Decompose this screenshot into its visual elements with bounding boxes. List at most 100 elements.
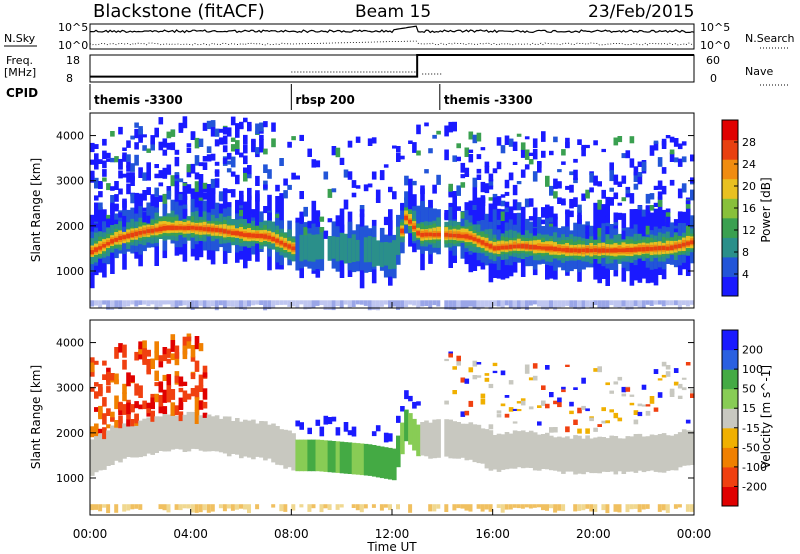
power-cell [311, 159, 317, 168]
velocity-cell [130, 404, 135, 409]
velocity-cell [202, 372, 208, 378]
power-cell [605, 248, 610, 253]
power-cell [528, 300, 533, 306]
power-cell [601, 148, 606, 153]
velocity-cell [653, 435, 659, 472]
power-cell [412, 225, 417, 230]
power-cell [553, 191, 558, 199]
power-cell [593, 175, 598, 185]
velocity-cell [102, 504, 107, 508]
power-cell [589, 187, 594, 193]
velocity-cell [218, 504, 223, 509]
power-cell [537, 300, 541, 307]
power-cell [222, 127, 228, 135]
power-cell [327, 236, 333, 261]
velocity-cell [420, 422, 425, 456]
power-cell [460, 182, 466, 188]
velocity-cell [118, 415, 123, 429]
velocity-cell [295, 420, 300, 427]
power-cell [609, 162, 614, 172]
power-cell [452, 300, 457, 310]
power-cell [379, 176, 385, 181]
power-cell [158, 117, 164, 125]
power-cell [239, 121, 244, 128]
power-cell [174, 300, 179, 309]
velocity-cell [214, 415, 220, 452]
power-cell [138, 197, 143, 202]
velocity-colorbar-label: Velocity [m s^-1] [759, 365, 773, 469]
power-cell [218, 137, 224, 145]
power-cell [432, 300, 437, 306]
velocity-cell [162, 406, 168, 414]
power-cell [190, 131, 196, 140]
power-cell [677, 188, 683, 199]
velocity-cell [512, 504, 517, 508]
power-cell [162, 226, 168, 231]
power-cell [235, 300, 239, 309]
velocity-cell [190, 504, 195, 513]
velocity-cell [681, 377, 687, 380]
velocity-cell [355, 443, 361, 475]
velocity-cell [436, 504, 441, 509]
power-cell [460, 234, 466, 238]
power-cell [561, 300, 566, 307]
power-cell [94, 153, 99, 163]
velocity-cell [190, 411, 196, 449]
velocity-cell [545, 432, 550, 470]
velocity-cell [170, 402, 176, 416]
power-cell [480, 197, 486, 203]
velocity-cell [194, 336, 200, 350]
velocity-cell [359, 504, 364, 513]
power-cell [230, 231, 236, 235]
power-cell [110, 157, 115, 163]
power-cell [468, 211, 474, 216]
power-cell [146, 148, 151, 153]
n-tick-high-right: 10^5 [700, 21, 730, 34]
velocity-cell [102, 374, 107, 380]
power-cell [561, 248, 566, 252]
power-cell [593, 226, 598, 234]
power-cell [243, 117, 248, 123]
velocity-cell [271, 423, 276, 463]
velocity-cell [661, 374, 667, 378]
velocity-cell [94, 391, 99, 399]
y-tick-label: 3000 [56, 382, 84, 395]
velocity-cell [90, 360, 95, 373]
velocity-cell [609, 390, 614, 394]
power-cell [198, 138, 204, 147]
velocity-cell [476, 424, 482, 464]
power-cell [138, 231, 143, 235]
velocity-cell [126, 402, 131, 415]
power-cell [255, 300, 260, 305]
velocity-cell [561, 389, 566, 393]
velocity-cell [94, 435, 99, 473]
power-cell [629, 300, 634, 310]
power-cell [226, 300, 231, 307]
velocity-cell [174, 405, 180, 416]
power-cell [581, 193, 586, 201]
power-cell [162, 149, 168, 156]
power-cell [94, 195, 99, 201]
velocity-cell [351, 426, 357, 437]
velocity-cell [142, 348, 147, 357]
power-cell [577, 204, 582, 213]
power-cell [307, 233, 312, 262]
power-cell [202, 162, 208, 170]
velocity-cell [255, 504, 260, 510]
velocity-cell [323, 440, 329, 472]
velocity-cell [448, 419, 453, 459]
power-cell [597, 209, 602, 216]
power-cell [239, 195, 244, 204]
power-cell [134, 142, 139, 150]
power-cell [118, 236, 123, 240]
power-cell [202, 300, 207, 308]
velocity-cell [524, 432, 530, 468]
velocity-cell [508, 407, 514, 412]
velocity-cell [327, 417, 333, 425]
velocity-cell [565, 364, 570, 367]
velocity-cell [106, 424, 111, 429]
power-cell [613, 192, 619, 200]
power-cell [537, 246, 542, 250]
velocity-cell [335, 427, 341, 436]
velocity-cell [271, 504, 276, 508]
